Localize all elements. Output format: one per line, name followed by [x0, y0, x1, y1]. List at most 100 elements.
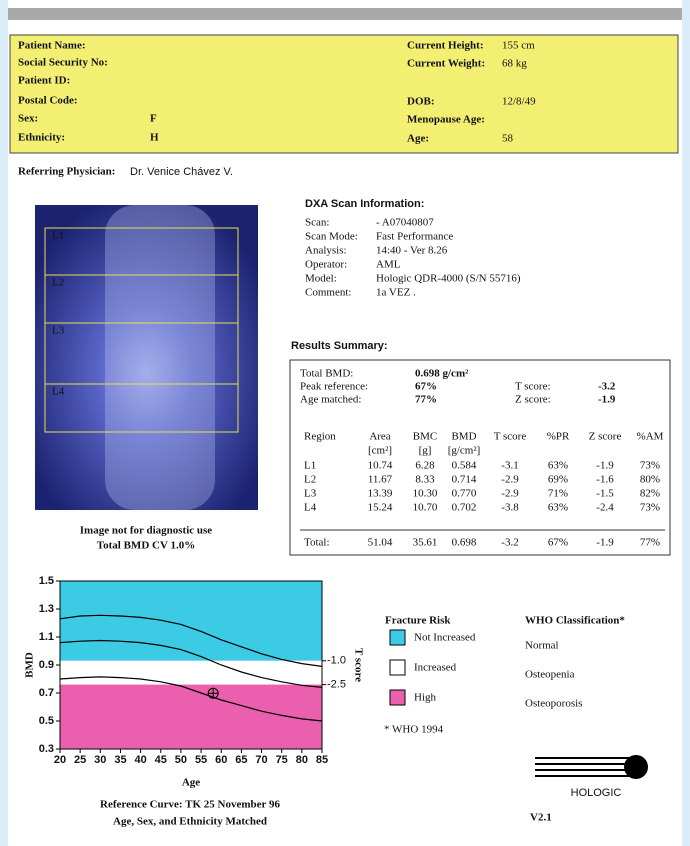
summary-label: Age matched:: [300, 394, 361, 406]
table-cell: 0.714: [452, 474, 477, 486]
chart-footer: Reference Curve: TK 25 November 96: [100, 799, 280, 811]
y-tick-label: 0.7: [39, 687, 54, 699]
table-cell: -1.9: [596, 460, 614, 472]
summary-value: 0.698 g/cm²: [415, 368, 469, 380]
table-cell: 63%: [548, 460, 568, 472]
table-cell: -2.9: [501, 474, 519, 486]
region-label: L3: [52, 325, 65, 337]
x-tick-label: 30: [94, 754, 106, 766]
field-value: 68 kg: [502, 58, 527, 70]
table-cell: 80%: [640, 474, 660, 486]
summary-value: 67%: [415, 381, 437, 393]
report: Patient Name:Social Security No:Patient …: [0, 0, 690, 846]
column-header: %AM: [637, 431, 664, 443]
table-cell: L4: [304, 502, 317, 514]
table-cell: 0.584: [452, 460, 477, 472]
table-cell: -2.4: [596, 502, 614, 514]
table-cell: 69%: [548, 474, 568, 486]
risk-band: [60, 661, 322, 685]
table-cell: 0.702: [452, 502, 477, 514]
risk-band: [60, 581, 322, 661]
table-cell: 73%: [640, 460, 660, 472]
logo-name: HOLOGIC: [571, 787, 622, 799]
field-label: Postal Code:: [18, 95, 78, 107]
legend-swatch: [390, 630, 405, 645]
image-caption: Image not for diagnostic use: [80, 525, 213, 537]
chart-footer: Age, Sex, and Ethnicity Matched: [113, 816, 267, 828]
page: {"patient_info":{"left":[{"label":"Patie…: [0, 0, 690, 846]
top-bar: [8, 8, 682, 20]
table-cell: -1.6: [596, 474, 614, 486]
version: V2.1: [530, 812, 552, 824]
section-title: DXA Scan Information:: [305, 198, 424, 210]
summary-label: Total BMD:: [300, 368, 353, 380]
column-header: Z score: [589, 431, 622, 443]
score-label: T score:: [515, 381, 551, 393]
x-tick-label: 85: [316, 754, 328, 766]
table-cell: 82%: [640, 488, 660, 500]
risk-band: [60, 685, 322, 749]
x-tick-label: 20: [54, 754, 66, 766]
table-cell: 71%: [548, 488, 568, 500]
info-value: Hologic QDR-4000 (S/N 55716): [376, 273, 521, 285]
legend-title: Fracture Risk: [385, 615, 451, 627]
physician-name: Dr. Venice Chávez V.: [130, 166, 233, 178]
info-value: Fast Performance: [376, 231, 453, 243]
total-cell: 77%: [640, 537, 660, 549]
x-tick-label: 45: [155, 754, 167, 766]
x-tick-label: 70: [255, 754, 267, 766]
region-label: L4: [52, 386, 65, 398]
summary-label: Peak reference:: [300, 381, 368, 393]
table-cell: L1: [304, 460, 316, 472]
column-header: [cm²]: [368, 445, 392, 457]
field-label: Current Height:: [407, 40, 483, 52]
info-label: Scan Mode:: [305, 231, 358, 243]
table-cell: 63%: [548, 502, 568, 514]
info-label: Comment:: [305, 287, 351, 299]
field-label: Ethnicity:: [18, 132, 65, 144]
table-cell: 10.74: [368, 460, 393, 472]
score-label: Z score:: [515, 394, 551, 406]
total-cell: 67%: [548, 537, 568, 549]
x-tick-label: 50: [175, 754, 187, 766]
section-title: Results Summary:: [291, 340, 388, 352]
table-cell: 73%: [640, 502, 660, 514]
total-cell: Total:: [304, 537, 330, 549]
table-cell: L2: [304, 474, 316, 486]
total-cell: -1.9: [596, 537, 614, 549]
table-cell: 13.39: [368, 488, 393, 500]
field-value: H: [150, 132, 159, 144]
column-header: Area: [369, 431, 390, 443]
legend-swatch: [390, 660, 405, 675]
total-cell: 0.698: [452, 537, 477, 549]
footnote: * WHO 1994: [384, 724, 444, 736]
table-cell: -3.8: [501, 502, 519, 514]
legend-label: Not Increased: [414, 632, 476, 644]
total-cell: -3.2: [501, 537, 518, 549]
info-value: 1a VEZ .: [376, 287, 416, 299]
region-label: L2: [52, 277, 64, 289]
spine-shadow: [105, 205, 215, 510]
x-tick-label: 80: [296, 754, 308, 766]
info-value: - A07040807: [376, 217, 434, 229]
field-value: F: [150, 113, 157, 125]
legend-label: High: [414, 692, 437, 704]
info-label: Analysis:: [305, 245, 347, 257]
who-label: Osteopenia: [525, 669, 575, 681]
table-cell: 10.30: [413, 488, 438, 500]
table-cell: L3: [304, 488, 317, 500]
x-tick-label: 75: [276, 754, 288, 766]
region-label: L1: [52, 230, 64, 242]
y2-axis-label: T score: [352, 648, 364, 682]
field-label: DOB:: [407, 96, 435, 108]
table-cell: 15.24: [368, 502, 393, 514]
y2-tick-label: -1.0: [327, 655, 346, 667]
y-tick-label: 0.9: [39, 659, 54, 671]
score-value: -1.9: [598, 394, 616, 406]
total-cell: 51.04: [368, 537, 393, 549]
legend-label: Increased: [414, 662, 457, 674]
score-value: -3.2: [598, 381, 616, 393]
table-cell: 8.33: [415, 474, 435, 486]
y-tick-label: 1.1: [39, 631, 54, 643]
field-label: Menopause Age:: [407, 114, 485, 126]
